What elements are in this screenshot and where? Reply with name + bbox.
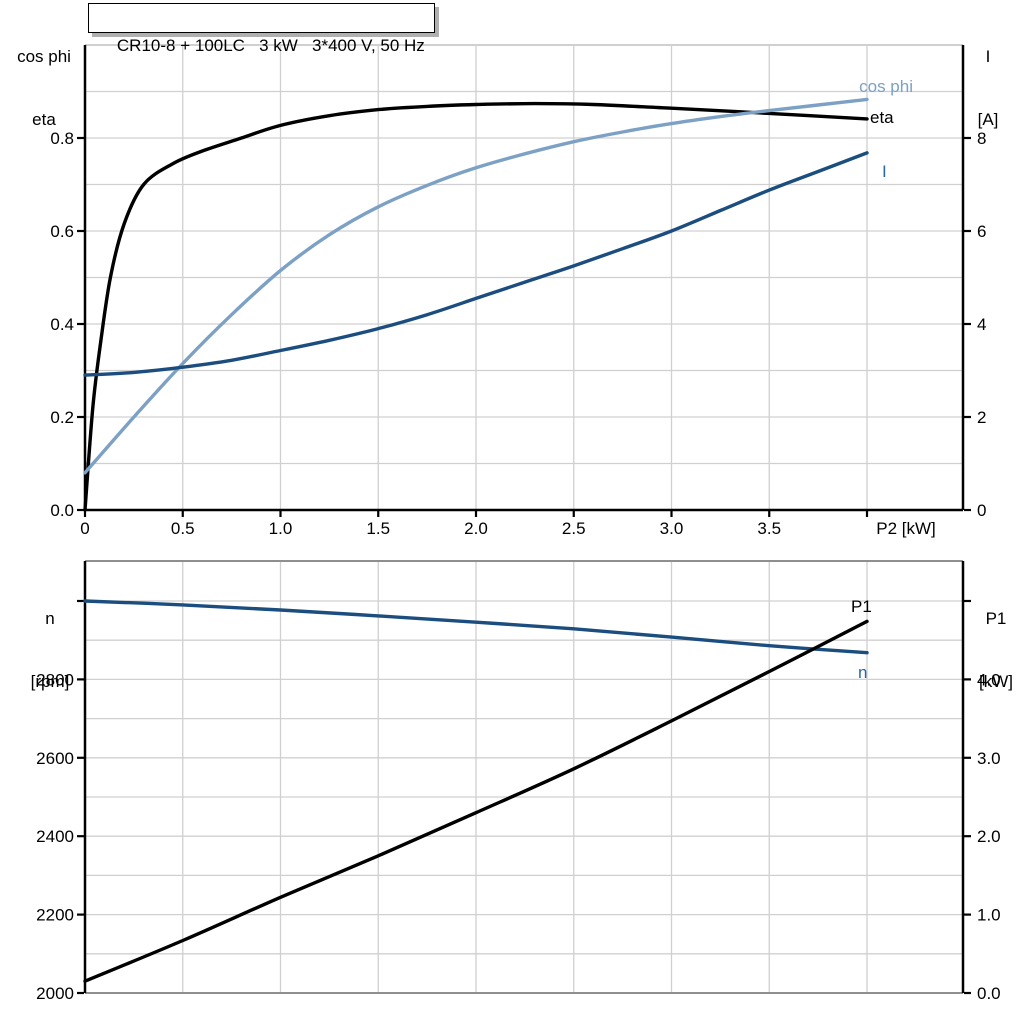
right-tick-label: 4.0 xyxy=(977,670,1001,689)
left-axis-title-eta: eta xyxy=(32,110,56,129)
bottom-chart-left-axis-header: n [rpm] xyxy=(14,566,86,734)
right-tick-label: 0 xyxy=(977,501,986,520)
eta-curve xyxy=(83,101,869,512)
right-tick-label: 2.0 xyxy=(977,827,1001,846)
x-tick-label: 3.0 xyxy=(660,519,684,538)
right-axis-title-p1: P1 xyxy=(985,609,1007,628)
x-tick-label: 1.0 xyxy=(269,519,293,538)
chart-title: CR10-8 + 100LC 3 kW 3*400 V, 50 Hz xyxy=(116,36,425,55)
left-tick-label: 2200 xyxy=(36,906,74,925)
speed-curve xyxy=(83,599,869,655)
right-tick-label: 0.0 xyxy=(977,984,1001,1003)
left-tick-label: 2600 xyxy=(36,749,74,768)
left-axis-title-speed: n xyxy=(45,609,55,628)
right-tick-label: 2 xyxy=(977,408,986,427)
right-axis-title-current-unit: [A] xyxy=(977,110,999,129)
right-tick-label: 8 xyxy=(977,129,986,148)
chart-title-box: CR10-8 + 100LC 3 kW 3*400 V, 50 Hz xyxy=(88,3,435,55)
x-tick-label: 0 xyxy=(80,519,89,538)
right-axis-title-p1-unit: [kW] xyxy=(979,672,1013,691)
right-tick-label: 3.0 xyxy=(977,749,1001,768)
bottom-chart: 2000 2200 2400 2600 2800 0.0 1.0 2.0 3.0 4.0 n P1 xyxy=(36,560,1001,1003)
left-tick-label: 0.4 xyxy=(50,315,74,334)
top-chart-left-axis-header: cos phi eta xyxy=(8,4,80,172)
x-tick-label: 3.5 xyxy=(757,519,781,538)
right-tick-label: 6 xyxy=(977,222,986,241)
left-axis-title-cos-phi: cos phi xyxy=(17,47,71,66)
x-tick-label: 1.5 xyxy=(366,519,390,538)
x-tick-label: 2.5 xyxy=(562,519,586,538)
left-tick-label: 0.6 xyxy=(50,222,74,241)
cos-phi-curve-label: cos phi xyxy=(859,77,913,96)
left-tick-label: 0.8 xyxy=(50,129,74,148)
x-axis-label: P2 [kW] xyxy=(876,519,936,538)
p1-curve xyxy=(83,619,869,983)
left-tick-label: 2800 xyxy=(36,670,74,689)
left-tick-label: 0.0 xyxy=(50,501,74,520)
left-tick-label: 2400 xyxy=(36,827,74,846)
bottom-chart-right-axis-header: P1 [kW] xyxy=(968,566,1024,734)
left-tick-label: 2000 xyxy=(36,984,74,1003)
left-tick-label: 0.2 xyxy=(50,408,74,427)
gridlines xyxy=(85,561,963,993)
current-curve-label: I xyxy=(882,162,887,181)
speed-curve-label: n xyxy=(858,663,867,682)
left-axis-title-speed-unit: [rpm] xyxy=(30,672,70,691)
right-tick-label: 1.0 xyxy=(977,906,1001,925)
top-chart: 0 0.5 1.0 1.5 2.0 2.5 3.0 3.5 P2 [kW] 0.0 0.2 0.4 0.… xyxy=(50,44,986,538)
top-chart-right-axis-header: I [A] xyxy=(962,4,1014,172)
right-axis-title-current: I xyxy=(985,47,991,66)
right-tick-label: 4 xyxy=(977,315,986,334)
cos-phi-curve xyxy=(83,97,869,475)
current-curve xyxy=(83,151,869,377)
x-tick-label: 0.5 xyxy=(171,519,195,538)
x-tick-label: 2.0 xyxy=(464,519,488,538)
p1-curve-label: P1 xyxy=(851,597,872,616)
gridlines xyxy=(85,45,963,510)
eta-curve-label: eta xyxy=(870,108,894,127)
